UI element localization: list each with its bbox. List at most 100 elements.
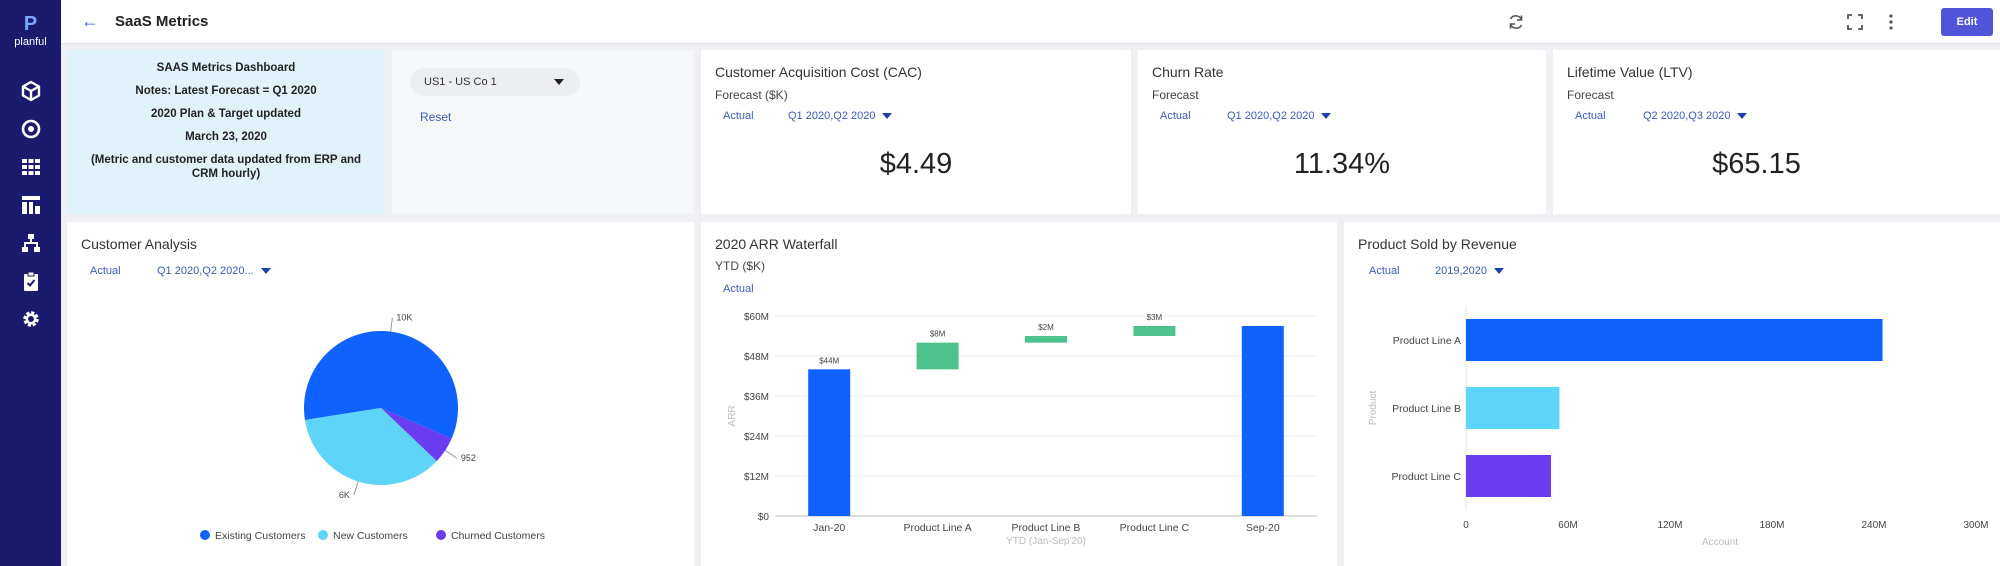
waterfall-bar <box>1025 336 1067 343</box>
pie-label-leader <box>353 481 359 496</box>
legend-item: Churned Customers <box>436 530 545 542</box>
chevron-down-icon <box>1737 113 1748 120</box>
sidebar: P planful <box>0 0 61 566</box>
kpi-card-cac: Customer Acquisition Cost (CAC) Forecast… <box>701 50 1131 214</box>
kpi-value: 11.34% <box>1293 148 1391 180</box>
x-tick-label: 120M <box>1657 520 1682 531</box>
card-title: 2020 ARR Waterfall <box>715 236 838 252</box>
y-tick-label: $36M <box>744 392 769 403</box>
period-filter[interactable]: Q2 2020,Q3 2020 <box>1643 110 1748 122</box>
waterfall-bar <box>1133 326 1176 336</box>
planful-logo-mark: P <box>23 13 38 35</box>
notes-line: Notes: Latest Forecast = Q1 2020 <box>135 85 317 97</box>
chevron-down-icon <box>882 113 893 120</box>
pie-slice-new-customers <box>304 408 437 485</box>
y-tick-label: $60M <box>744 312 769 323</box>
waterfall-bar <box>808 369 851 516</box>
fullscreen-icon[interactable] <box>1845 12 1865 32</box>
period-filter-value: Q1 2020,Q2 2020 <box>1227 110 1315 122</box>
period-filter[interactable]: Q1 2020,Q2 2020 <box>788 110 893 122</box>
product-bar <box>1466 455 1551 497</box>
refresh-icon[interactable] <box>1506 12 1526 32</box>
y-tick-label: $48M <box>744 352 769 363</box>
y-tick-label: $24M <box>744 432 769 443</box>
x-axis-title: Account <box>1702 537 1738 548</box>
x-tick-label: Product Line B <box>1012 522 1081 534</box>
y-tick-label: $0 <box>758 512 770 523</box>
notes-card: SAAS Metrics Dashboard Notes: Latest For… <box>67 50 385 214</box>
pie-label-leader <box>390 317 393 332</box>
grid-icon[interactable] <box>20 156 42 178</box>
bar-data-label: $2M <box>1038 323 1054 332</box>
page-title: SaaS Metrics <box>115 13 209 30</box>
more-vertical-icon[interactable] <box>1881 12 1901 32</box>
scenario-filter[interactable]: Actual <box>723 283 754 295</box>
card-subtitle: YTD ($K) <box>715 259 766 273</box>
legend-label: New Customers <box>333 530 408 542</box>
card-subtitle: Forecast <box>1152 88 1199 102</box>
x-tick-label: 300M <box>1963 520 1988 531</box>
bar-data-label: $3M <box>1147 313 1163 322</box>
planful-logo[interactable]: P planful <box>0 14 61 48</box>
legend-item: Existing Customers <box>200 530 305 542</box>
kpi-value: $4.49 <box>879 148 953 180</box>
kpi-card-churn: Churn Rate Forecast Actual Q1 2020,Q2 20… <box>1138 50 1546 214</box>
entity-dropdown-value: US1 - US Co 1 <box>424 76 497 88</box>
period-filter[interactable]: Q1 2020,Q2 2020... <box>157 265 271 277</box>
x-tick-label: 0 <box>1463 520 1469 531</box>
period-filter[interactable]: 2019,2020 <box>1435 265 1504 277</box>
legend-swatch <box>436 530 446 540</box>
scenario-filter[interactable]: Actual <box>1369 265 1400 277</box>
clipboard-check-icon[interactable] <box>20 270 42 292</box>
notes-line: SAAS Metrics Dashboard <box>156 62 296 74</box>
legend-swatch <box>318 530 328 540</box>
card-title: Product Sold by Revenue <box>1358 236 1517 252</box>
edit-button[interactable]: Edit <box>1941 8 1993 36</box>
x-tick-label: 60M <box>1558 520 1577 531</box>
customer-analysis-card: Customer Analysis Actual Q1 2020,Q2 2020… <box>67 222 694 566</box>
pie-data-label: 952 <box>461 453 476 463</box>
scenario-filter[interactable]: Actual <box>90 265 121 277</box>
card-subtitle: Forecast <box>1567 88 1614 102</box>
chevron-down-icon <box>1494 268 1504 275</box>
entity-dropdown[interactable]: US1 - US Co 1 <box>410 68 580 96</box>
product-bar <box>1466 387 1560 429</box>
x-tick-label: 240M <box>1861 520 1886 531</box>
kpi-value: $65.15 <box>1712 148 1801 180</box>
card-subtitle: Forecast ($K) <box>715 88 788 102</box>
top-bar: ← SaaS Metrics Edit <box>61 0 2000 44</box>
product-sold-card: Product Sold by Revenue Actual 2019,2020… <box>1344 222 2000 566</box>
planful-logo-text: planful <box>14 36 47 48</box>
chevron-down-icon <box>554 79 564 85</box>
y-tick-label: $12M <box>744 472 769 483</box>
x-tick-label: Jan-20 <box>813 522 845 534</box>
card-title: Customer Acquisition Cost (CAC) <box>715 64 922 80</box>
pie-slice-existing-customers <box>304 330 458 439</box>
pie-data-label: 6K <box>339 490 350 500</box>
period-filter-value: Q1 2020,Q2 2020 <box>788 110 876 122</box>
reset-link[interactable]: Reset <box>420 110 452 124</box>
cube-icon[interactable] <box>20 80 42 102</box>
dashboard-icon[interactable] <box>20 194 42 216</box>
period-filter-value: 2019,2020 <box>1435 265 1487 277</box>
product-revenue-chart: 0 60M 120M 180M 240M 300M Product Line A Produc… <box>1368 306 1989 548</box>
gear-icon[interactable] <box>20 308 42 330</box>
arr-waterfall-chart: $0 $12M $24M $36M $48M $60M $44M Jan-20 $8M Produ… <box>727 312 1317 547</box>
x-tick-label: Sep-20 <box>1246 522 1280 534</box>
y-axis-title: ARR <box>727 405 738 426</box>
customer-pie-chart: 10K 952 6K Existing Customers New Customers C… <box>200 313 545 542</box>
scenario-filter[interactable]: Actual <box>1575 110 1606 122</box>
scenario-filter[interactable]: Actual <box>723 110 754 122</box>
scenario-filter[interactable]: Actual <box>1160 110 1191 122</box>
back-arrow-icon[interactable]: ← <box>81 11 99 31</box>
hierarchy-icon[interactable] <box>20 232 42 254</box>
pie-label-leader <box>444 450 458 459</box>
y-axis-title: Product <box>1368 391 1379 426</box>
pie-slice-churned-customers <box>381 408 452 462</box>
legend-label: Existing Customers <box>215 530 305 542</box>
period-filter[interactable]: Q1 2020,Q2 2020 <box>1227 110 1332 122</box>
x-tick-label: 180M <box>1759 520 1784 531</box>
waterfall-bar <box>916 342 959 370</box>
pie-data-label: 10K <box>396 313 412 323</box>
target-icon[interactable] <box>20 118 42 140</box>
